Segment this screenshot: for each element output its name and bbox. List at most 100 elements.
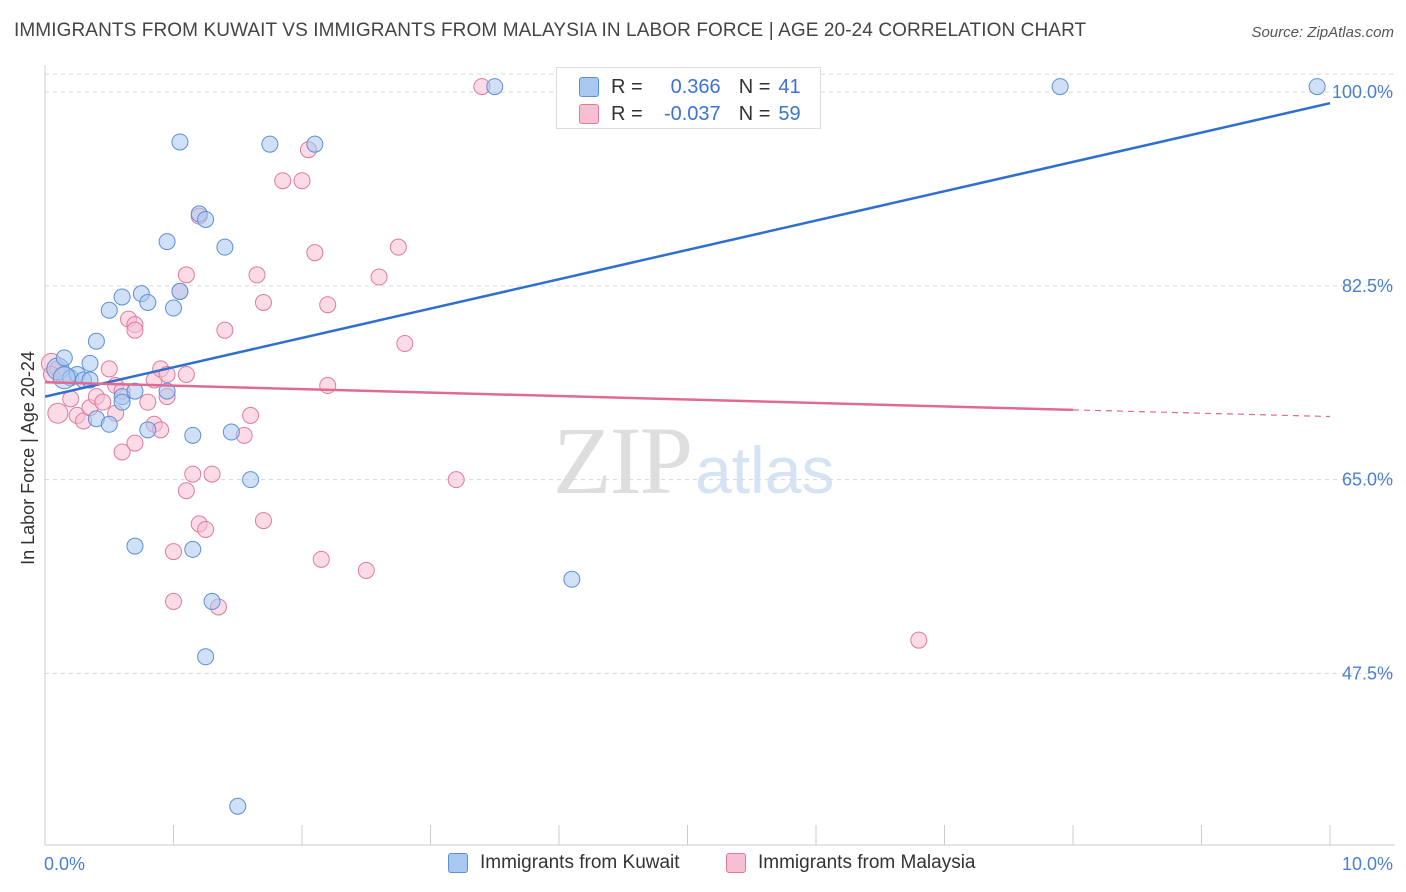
malaysia-point [165, 592, 182, 610]
kuwait-point [113, 393, 131, 411]
malaysia-point [184, 465, 202, 483]
legend-n-value: 41 [778, 75, 801, 98]
axes [44, 65, 1395, 846]
kuwait-point [197, 648, 215, 666]
kuwait-point [222, 423, 240, 441]
kuwait-point [184, 426, 202, 444]
malaysia-point [177, 266, 195, 284]
malaysia-point [370, 268, 388, 286]
x-tick-label: 0.0% [44, 854, 85, 874]
legend-n-label: N = [738, 102, 771, 125]
legend-item-kuwait: Immigrants from Kuwait [448, 852, 680, 874]
malaysia-point [910, 631, 928, 649]
malaysia-point [94, 393, 112, 411]
kuwait-point [229, 797, 247, 815]
kuwait-point [158, 382, 176, 400]
kuwait-point [563, 570, 581, 588]
chart-title: IMMIGRANTS FROM KUWAIT VS IMMIGRANTS FRO… [14, 20, 1087, 41]
malaysia-point [389, 238, 407, 256]
kuwait-trend-line [44, 101, 1331, 398]
malaysia-point [113, 443, 131, 461]
kuwait-point [1051, 78, 1069, 96]
correlation-legend: R = 0.366 N = 41 R = -0.037 N = 59 [556, 67, 821, 129]
malaysia-point [100, 360, 118, 378]
legend-r-label: R = [611, 102, 643, 125]
watermark: ZIPatlas [553, 405, 834, 516]
malaysia-point [126, 321, 144, 339]
legend-swatch-malaysia [726, 853, 746, 873]
legend-r-value: 0.366 [670, 75, 721, 98]
malaysia-point [177, 482, 195, 500]
malaysia-point [306, 244, 324, 262]
legend-row-malaysia: R = -0.037 N = 59 [579, 101, 801, 127]
legend-swatch-kuwait [448, 853, 468, 873]
malaysia-point [216, 321, 234, 339]
y-tick-labels: 47.5% 65.0% 82.5% 100.0% [1332, 82, 1393, 683]
x-tick-label: 10.0% [1342, 854, 1393, 874]
legend-label-kuwait: Immigrants from Kuwait [480, 852, 680, 873]
kuwait-point [1308, 78, 1326, 96]
malaysia-point [254, 512, 272, 530]
malaysia-point [293, 172, 311, 190]
trend-lines [44, 101, 1331, 418]
kuwait-point [100, 301, 118, 319]
malaysia-point [242, 406, 260, 424]
legend-n-label: N = [738, 75, 771, 98]
kuwait-point [158, 233, 176, 251]
legend-label-malaysia: Immigrants from Malaysia [758, 852, 976, 873]
malaysia-point [357, 561, 375, 579]
watermark-zip: ZIP [553, 407, 693, 514]
legend-r-label: R = [611, 75, 643, 98]
kuwait-point [184, 540, 202, 558]
kuwait-point [306, 135, 324, 153]
malaysia-point [447, 471, 465, 489]
kuwait-point [197, 210, 215, 228]
malaysia-point [197, 520, 215, 538]
malaysia-point [126, 434, 144, 452]
kuwait-point [126, 382, 144, 400]
kuwait-point [55, 349, 73, 367]
legend-swatch-kuwait [579, 77, 599, 97]
kuwait-point [171, 133, 189, 151]
kuwait-point [100, 415, 118, 433]
malaysia-point [396, 334, 414, 352]
malaysia-point [274, 172, 292, 190]
malaysia-point [47, 402, 69, 424]
source-credit: Source: ZipAtlas.com [1251, 24, 1394, 41]
legend-swatch-malaysia [579, 104, 599, 124]
kuwait-point [126, 537, 144, 555]
malaysia-trend-line [44, 380, 1074, 412]
kuwait-point [87, 332, 105, 350]
y-tick-label: 65.0% [1342, 470, 1393, 490]
kuwait-point [203, 592, 221, 610]
kuwait-point [216, 238, 234, 256]
kuwait-point [139, 421, 157, 439]
malaysia-point [254, 294, 272, 311]
malaysia-point [139, 393, 157, 411]
watermark-atlas: atlas [695, 433, 835, 507]
kuwait-point [261, 135, 279, 153]
y-tick-label: 47.5% [1342, 663, 1393, 683]
malaysia-point [203, 465, 221, 483]
grid-lines [45, 73, 1395, 674]
x-tick-labels: 0.0% 10.0% [44, 854, 1393, 874]
kuwait-point [165, 299, 182, 317]
kuwait-point [139, 294, 157, 311]
malaysia-trend-line-extension [1072, 409, 1331, 418]
kuwait-point [242, 471, 260, 489]
y-tick-label: 100.0% [1332, 82, 1393, 102]
kuwait-point [81, 354, 99, 372]
malaysia-point [248, 266, 266, 284]
series-legend: Immigrants from Kuwait Immigrants from M… [0, 852, 1406, 878]
malaysia-point [319, 296, 337, 314]
legend-row-kuwait: R = 0.366 N = 41 [579, 74, 801, 100]
kuwait-point [113, 288, 131, 306]
malaysia-point [177, 365, 195, 383]
kuwait-point [486, 78, 504, 96]
kuwait-point [52, 366, 76, 390]
legend-n-value: 59 [778, 102, 801, 125]
malaysia-points [40, 78, 928, 649]
malaysia-point [165, 543, 182, 561]
kuwait-points [46, 78, 1326, 815]
